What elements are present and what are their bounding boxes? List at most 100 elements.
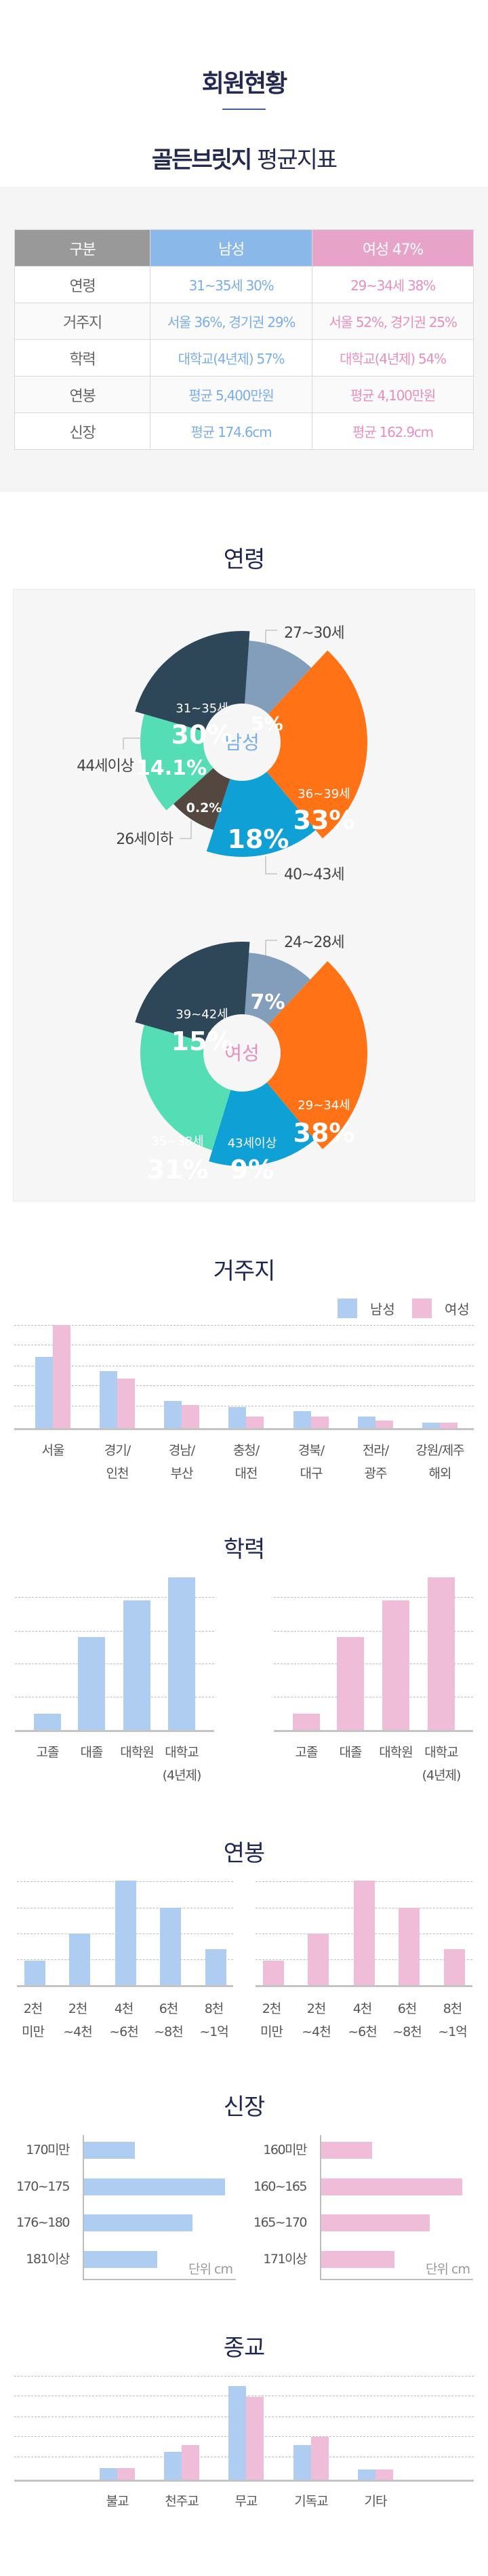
- bar-male: [228, 1406, 246, 1429]
- category-label: 170미만: [26, 2142, 70, 2157]
- bar: [84, 2251, 158, 2268]
- axis-label: 8천 ~1억: [199, 2001, 229, 2039]
- axis-label: 2천 ~4천: [63, 2001, 93, 2039]
- bar: [69, 1933, 90, 1986]
- callout-label: 27~30세: [284, 625, 344, 642]
- bar: [84, 2142, 135, 2159]
- title-underline: [222, 109, 266, 110]
- table-row: 학력 대학교(4년제) 57% 대학교(4년제) 54%: [14, 339, 474, 377]
- bar: [308, 1933, 329, 1986]
- axis-label: 강원/제주 해외: [415, 1443, 464, 1481]
- header-category: 구분: [14, 229, 150, 267]
- pie-center-label: 여성: [224, 1042, 260, 1064]
- bar: [321, 2178, 462, 2195]
- bar-male: [164, 1400, 182, 1429]
- bar: [293, 1714, 320, 1731]
- callout-line: [265, 940, 277, 955]
- male-value: 대학교(4년제) 57%: [150, 339, 312, 377]
- pie-slice-range-label: 31~35세: [176, 701, 228, 716]
- bar-female: [311, 2436, 329, 2480]
- callout-line: [123, 737, 140, 750]
- pie-slice: [242, 650, 368, 839]
- pie-slice-value: 5%: [251, 712, 283, 735]
- female-value: 서울 52%, 경기권 25%: [312, 303, 474, 340]
- bar-male: [228, 2385, 246, 2480]
- bar-female: [375, 2469, 393, 2480]
- bar: [160, 1908, 181, 1986]
- pie-slice-value: 7%: [251, 991, 285, 1014]
- bar: [382, 1600, 409, 1731]
- bar: [78, 1637, 105, 1731]
- x-axis: [83, 2279, 236, 2280]
- table-row: 거주지 서울 36%, 경기권 29% 서울 52%, 경기권 25%: [14, 303, 474, 340]
- pie-slice-value: 15%: [171, 1026, 233, 1056]
- category-label: 165~170: [253, 2215, 307, 2230]
- pie-slice-range-label: 36~39세: [298, 787, 350, 801]
- callout-line: [265, 856, 277, 874]
- axis-label: 기독교: [294, 2494, 328, 2509]
- axis-label: 2천 ~4천: [302, 2001, 331, 2039]
- gridline: [274, 1597, 473, 1598]
- axis-label: 경기/인천: [104, 1443, 131, 1481]
- summary-table: 구분 남성 여성 47% 연령 31~35세 30% 29~34세 38% 거주…: [14, 229, 474, 450]
- x-axis: [256, 1985, 472, 1987]
- row-label: 거주지: [14, 303, 150, 340]
- bar: [354, 1881, 375, 1986]
- bar-female: [246, 2397, 264, 2480]
- bar-male: [100, 1370, 117, 1429]
- bar: [321, 2142, 372, 2159]
- category-label: 181이상: [26, 2252, 70, 2267]
- axis-label: 서울: [41, 1443, 65, 1458]
- bar-male: [35, 1357, 53, 1429]
- x-axis: [17, 1985, 233, 1987]
- gridline: [15, 1597, 214, 1598]
- section-title-residence: 거주지: [213, 1258, 276, 1285]
- gridline: [14, 1325, 474, 1326]
- category-label: 170~175: [16, 2179, 70, 2194]
- y-axis: [83, 2135, 84, 2280]
- pie-slice-range-label: 29~34세: [298, 1098, 350, 1113]
- callout-label: 24~28세: [284, 934, 344, 951]
- bar-male: [293, 2444, 311, 2480]
- axis-label: 4천 ~6천: [109, 2001, 139, 2039]
- axis-label: 천주교: [165, 2494, 199, 2509]
- bar: [321, 2214, 430, 2231]
- female-value: 평균 4,100만원: [312, 376, 474, 413]
- axis-label: 경남/부산: [168, 1443, 195, 1481]
- pie-center-label: 남성: [224, 731, 260, 754]
- section-title-salary: 연봉: [223, 1840, 266, 1867]
- bar-male: [358, 1417, 375, 1429]
- axis-label: 2천 미만: [260, 2001, 283, 2039]
- category-label: 171이상: [263, 2252, 307, 2267]
- legend-label-female: 여성: [445, 1301, 470, 1318]
- axis-label: 6천 ~8천: [154, 2001, 184, 2039]
- axis-label: 경북/대구: [298, 1443, 325, 1481]
- pie-slice-range-label: 39~42세: [176, 1007, 228, 1022]
- bar: [24, 1960, 45, 1986]
- bar-female: [117, 2468, 135, 2480]
- pie-slice-value: 9%: [230, 1155, 274, 1185]
- axis-label: 대학원: [379, 1745, 413, 1760]
- bar-female: [117, 1379, 135, 1429]
- bar: [428, 1577, 455, 1731]
- legend-swatch-male: [338, 1299, 357, 1318]
- bar-male: [100, 2468, 117, 2480]
- bar-male: [164, 2452, 182, 2480]
- legend-label-male: 남성: [370, 1301, 395, 1318]
- axis-label: 무교: [235, 2494, 258, 2509]
- axis-label: 기타: [364, 2494, 388, 2509]
- pie-slice-value: 30%: [171, 720, 233, 750]
- x-axis: [14, 1428, 474, 1430]
- x-axis: [15, 1730, 214, 1732]
- axis-label: 대학교 (4년제): [162, 1745, 202, 1783]
- row-label: 연령: [14, 266, 150, 303]
- bar-female: [375, 1421, 393, 1429]
- bar: [263, 1960, 284, 1986]
- x-axis: [14, 2480, 474, 2482]
- bar-female: [311, 1417, 329, 1429]
- axis-label: 4천 ~6천: [348, 2001, 378, 2039]
- table-row: 연령 31~35세 30% 29~34세 38%: [14, 266, 474, 303]
- gridline: [14, 1385, 474, 1386]
- gridline: [15, 1631, 214, 1632]
- table-row: 신장 평균 174.6cm 평균 162.9cm: [14, 412, 474, 450]
